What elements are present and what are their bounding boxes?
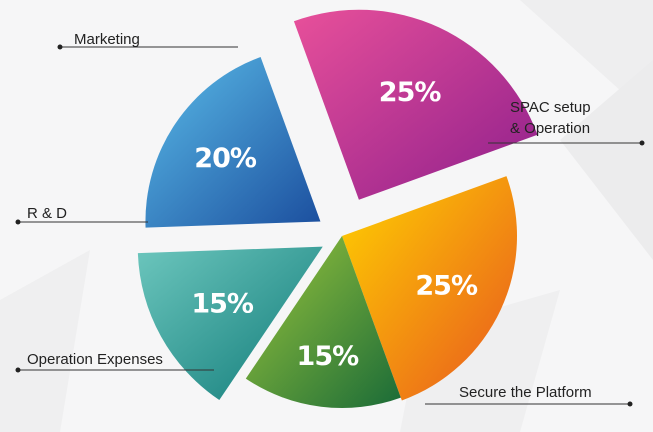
slice-percent-label-3: 15% [191,288,254,319]
pie-slice-4 [145,57,321,228]
pie-slice-2 [245,236,401,408]
leader-dot-0 [57,44,63,50]
pie-slice-1 [342,176,517,401]
category-label-2: Secure the Platform [459,384,592,401]
slice-percent-label-0: 25% [379,77,442,108]
category-label-3: Operation Expenses [27,351,163,368]
slice-percent-label-1: 25% [415,271,478,302]
category-label-4: R & D [27,205,67,222]
category-label-1-line-0: SPAC setup [510,99,591,116]
leader-dot-3 [15,367,21,373]
leader-dot-2 [627,401,633,407]
pie-slice-3 [137,246,323,401]
slice-percent-label-4: 20% [194,143,257,174]
leader-dot-1 [639,140,645,146]
pie-slice-0 [293,9,538,200]
slice-percent-label-2: 15% [297,341,360,372]
leader-dot-4 [15,219,21,225]
category-label-0: Marketing [74,31,140,48]
category-label-1-line-1: & Operation [510,120,590,137]
